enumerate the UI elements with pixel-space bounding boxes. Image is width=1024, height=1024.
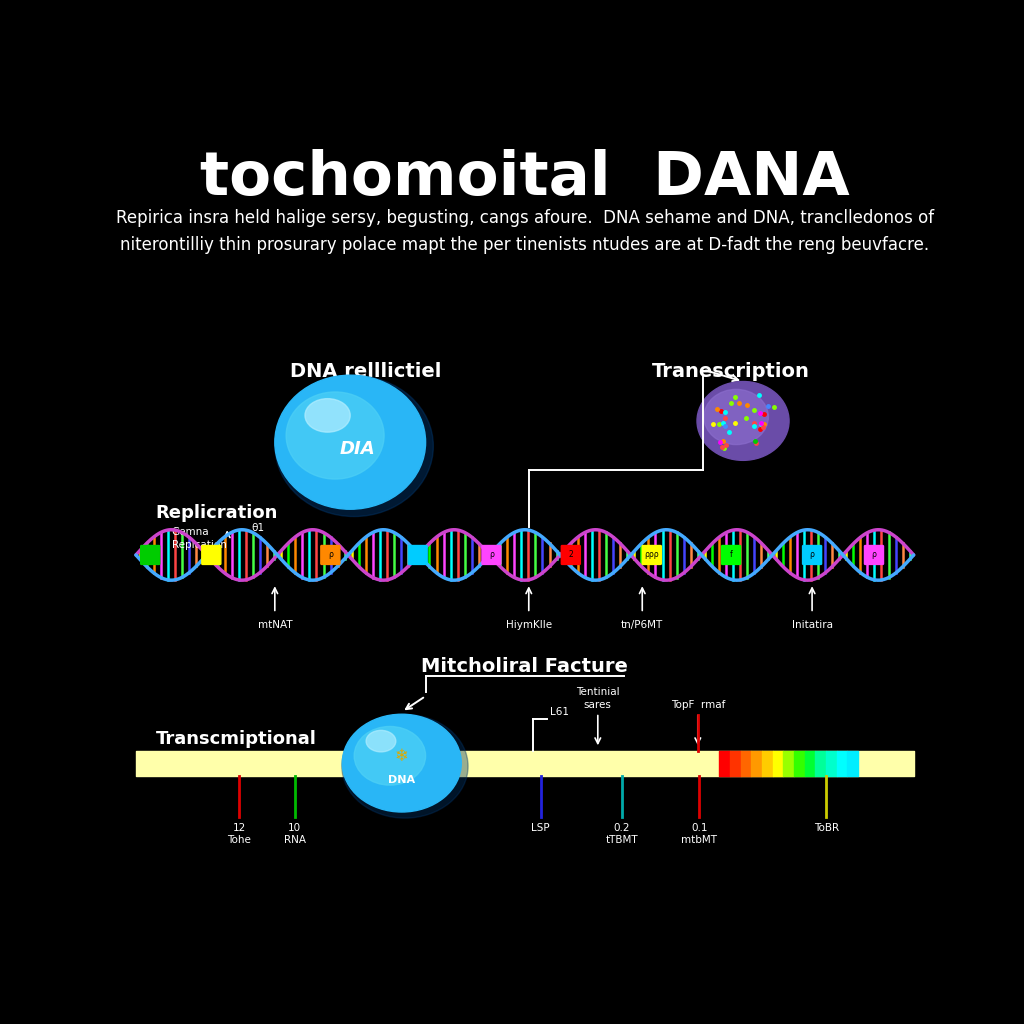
Text: Mitcholiral Facture: Mitcholiral Facture [421, 657, 629, 677]
FancyBboxPatch shape [321, 546, 340, 564]
Text: ρ: ρ [810, 551, 814, 559]
Ellipse shape [703, 389, 768, 444]
Text: DIA: DIA [340, 440, 376, 458]
Text: ρ: ρ [871, 551, 877, 559]
Text: θ1: θ1 [251, 523, 264, 534]
Text: Gemna
Replcation: Gemna Replcation [172, 527, 226, 550]
FancyBboxPatch shape [722, 546, 740, 564]
FancyBboxPatch shape [140, 546, 160, 564]
FancyBboxPatch shape [202, 546, 221, 564]
Text: Tentinial
sares: Tentinial sares [575, 687, 620, 710]
Text: TopF  rmaf: TopF rmaf [671, 699, 725, 710]
Text: DNA relllictiel: DNA relllictiel [291, 361, 441, 381]
FancyBboxPatch shape [864, 546, 884, 564]
Text: LSP: LSP [531, 823, 550, 834]
Text: f: f [730, 551, 732, 559]
Ellipse shape [354, 726, 426, 785]
Text: L61: L61 [550, 707, 569, 717]
Text: tochomoital  DANA: tochomoital DANA [200, 148, 850, 208]
Text: ❄: ❄ [395, 746, 409, 765]
Text: mtNAT: mtNAT [257, 620, 292, 630]
Text: HiymKlle: HiymKlle [506, 620, 552, 630]
FancyBboxPatch shape [803, 546, 821, 564]
Text: 0.1
mtbMT: 0.1 mtbMT [681, 823, 718, 846]
Text: Initatira: Initatira [792, 620, 833, 630]
Ellipse shape [305, 398, 350, 432]
Ellipse shape [274, 375, 426, 509]
Ellipse shape [342, 715, 468, 818]
Ellipse shape [367, 730, 396, 752]
Text: tn/P6MT: tn/P6MT [622, 620, 664, 630]
Ellipse shape [275, 376, 433, 516]
Text: DNA: DNA [388, 775, 416, 785]
Text: 12
Tohe: 12 Tohe [227, 823, 251, 846]
Text: Replicration: Replicration [156, 504, 279, 522]
Text: ρρρ: ρρρ [644, 551, 659, 559]
FancyBboxPatch shape [642, 546, 662, 564]
Ellipse shape [697, 382, 790, 461]
Text: 10
RNA: 10 RNA [284, 823, 305, 846]
Text: Transcmiptional: Transcmiptional [156, 730, 316, 749]
Text: Repirica insra held halige sersy, begusting, cangs afoure.  DNA sehame and DNA, : Repirica insra held halige sersy, begust… [116, 210, 934, 254]
Text: Tranescription: Tranescription [652, 361, 810, 381]
Text: ρ: ρ [328, 551, 333, 559]
FancyBboxPatch shape [409, 546, 427, 564]
Ellipse shape [286, 392, 384, 479]
FancyBboxPatch shape [482, 546, 501, 564]
Text: ρ: ρ [489, 551, 494, 559]
FancyBboxPatch shape [561, 546, 581, 564]
Text: 0.2
tTBMT: 0.2 tTBMT [605, 823, 638, 846]
Text: 2: 2 [568, 551, 573, 559]
Text: ToBR: ToBR [814, 823, 839, 834]
Ellipse shape [342, 715, 461, 812]
